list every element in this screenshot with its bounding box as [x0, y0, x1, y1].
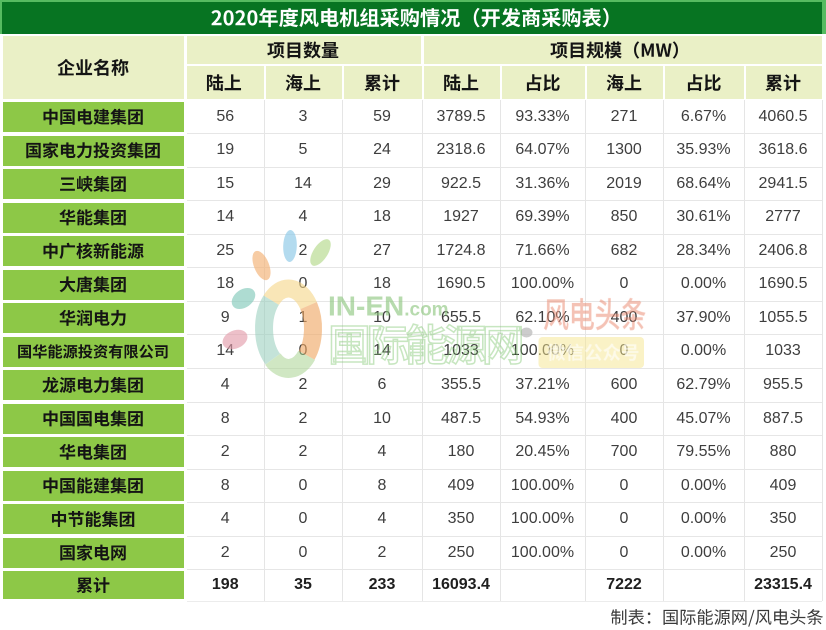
- svg-text:IN-EN.com: IN-EN.com: [328, 291, 449, 322]
